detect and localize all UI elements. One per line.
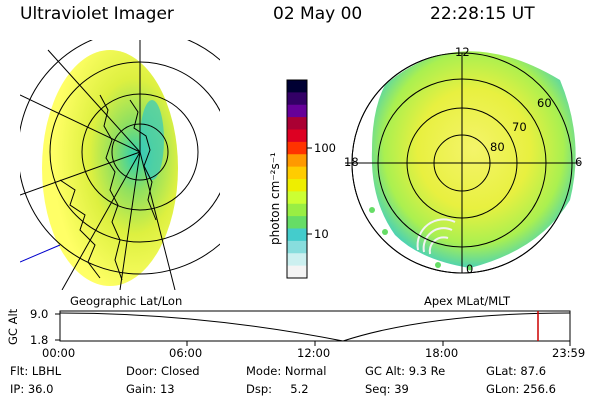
altitude-ytick-1-8: 1.8 (30, 333, 49, 347)
colorbar-stripe (287, 80, 307, 93)
colorbar-stripe (287, 228, 307, 242)
altitude-plot (55, 310, 571, 346)
left-earth-image (20, 40, 220, 290)
colorbar-stripe (287, 240, 307, 254)
xtick-0600: 06:00 (169, 346, 203, 360)
altitude-ytick-9: 9.0 (30, 307, 49, 321)
info-door: Door: Closed (126, 364, 200, 378)
time-label: 22:28:15 UT (430, 4, 535, 24)
xtick-1800: 18:00 (425, 346, 459, 360)
colorbar-stripe (287, 216, 307, 229)
xtick-2359: 23:59 (552, 346, 586, 360)
mlt-label-12: 12 (455, 45, 470, 59)
colorbar-stripe (287, 265, 307, 279)
colorbar-stripe (287, 117, 307, 130)
mlt-label-6: 6 (575, 155, 583, 169)
right-panel-label: Apex MLat/MLT (424, 294, 511, 308)
info-gc-alt: GC Alt: 9.3 Re (365, 364, 446, 378)
xtick-0000: 00:00 (42, 346, 76, 360)
colorbar-stripe (287, 253, 307, 267)
info-dsp: Dsp: 5.2 (246, 382, 309, 396)
info-gain: Gain: 13 (126, 382, 175, 396)
colorbar-stripe (287, 141, 307, 155)
right-polar-image (345, 51, 580, 274)
lat-label-70: 70 (512, 120, 527, 134)
colorbar-stripe (287, 179, 307, 192)
instrument-title: Ultraviolet Imager (20, 4, 174, 24)
colorbar-stripe (287, 104, 307, 118)
colorbar-stripe (287, 154, 307, 168)
mlt-label-18: 18 (344, 155, 359, 169)
colorbar-stripe (287, 129, 307, 143)
date-label: 02 May 00 (273, 4, 363, 24)
colorbar-tick-100: 100 (314, 141, 336, 155)
info-mode: Mode: Normal (246, 364, 327, 378)
info-seq: Seq: 39 (365, 382, 409, 396)
colorbar-stripe (287, 92, 307, 106)
colorbar-unit-label: photon cm⁻²s⁻¹ (268, 152, 282, 245)
info-filter: Flt: LBHL (10, 364, 62, 378)
colorbar (286, 79, 312, 279)
lat-label-60: 60 (537, 96, 552, 110)
colorbar-tick-10: 10 (314, 227, 329, 241)
colorbar-stripe (287, 203, 307, 217)
mlt-label-0: 0 (466, 262, 474, 276)
lat-label-80: 80 (490, 140, 505, 154)
colorbar-stripe (287, 166, 307, 180)
info-glat: GLat: 87.6 (486, 364, 547, 378)
info-ip: IP: 36.0 (10, 382, 54, 396)
xtick-1200: 12:00 (297, 346, 331, 360)
altitude-ylabel: GC Alt (6, 308, 20, 345)
colorbar-stripe (287, 191, 307, 205)
left-panel-label: Geographic Lat/Lon (70, 294, 183, 308)
info-glon: GLon: 256.6 (486, 382, 556, 396)
